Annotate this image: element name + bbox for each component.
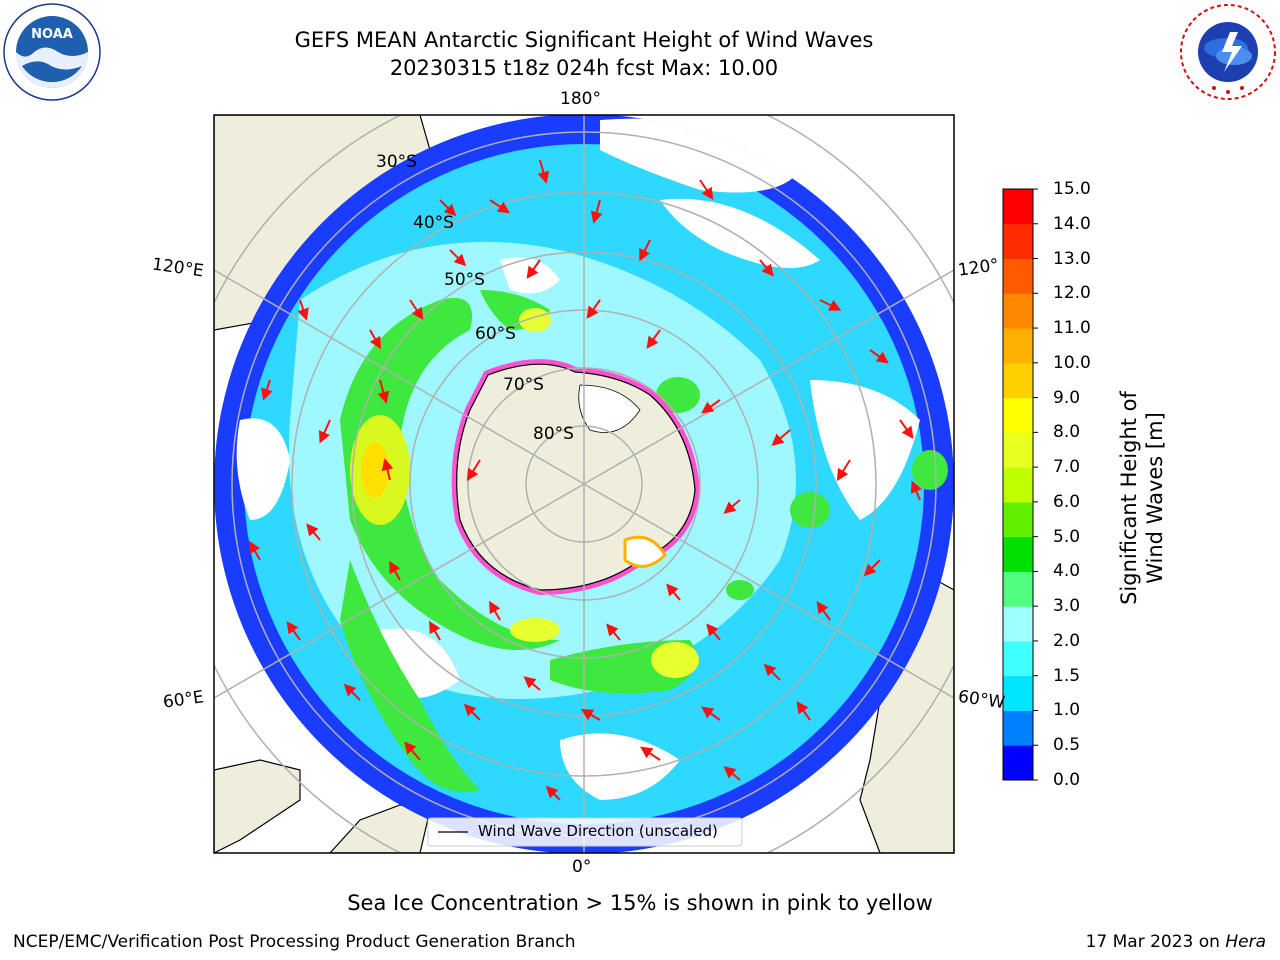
map-legend	[427, 817, 743, 847]
colorbar-swatch	[1003, 467, 1033, 503]
footer-right: 17 Mar 2023 on Hera	[1086, 932, 1266, 952]
noaa-logo: NOAA	[3, 3, 101, 101]
lat-label-60s: 60°S	[475, 324, 516, 344]
colorbar-tick-label: 13.0	[1053, 248, 1091, 269]
colorbar-swatch	[1003, 258, 1033, 294]
colorbar-tick-label: 3.0	[1053, 596, 1081, 617]
colorbar-swatch	[1003, 501, 1033, 538]
map-frame	[213, 114, 955, 854]
colorbar-tick-label: 5.0	[1053, 526, 1081, 547]
colorbar-swatch	[1003, 745, 1033, 781]
colorbar-swatch	[1003, 328, 1033, 364]
sea-ice-note: Sea Ice Concentration > 15% is shown in …	[347, 891, 933, 915]
antarctica	[451, 359, 701, 596]
colorbar-swatch	[1003, 640, 1033, 677]
colorbar-swatch	[1003, 223, 1033, 260]
colorbar-swatch	[1003, 362, 1033, 399]
colorbar-swatch	[1003, 536, 1033, 572]
graticule	[214, 115, 954, 853]
colorbar	[1003, 188, 1038, 781]
colorbar-tick-label: 2.0	[1053, 630, 1081, 651]
colorbar-tick-label: 0.0	[1053, 770, 1081, 790]
colorbar-tick-label: 4.0	[1053, 561, 1081, 582]
colorbar-swatch	[1003, 189, 1033, 225]
footer-host: Hera	[1225, 932, 1266, 952]
chart-title-line1: GEFS MEAN Antarctic Significant Height o…	[294, 28, 874, 52]
colorbar-swatch	[1003, 432, 1033, 468]
noaa-logo-text: NOAA	[31, 27, 73, 42]
colorbar-swatch	[1003, 397, 1033, 433]
colorbar-tick-label: 6.0	[1053, 491, 1081, 512]
lon-label-bottom: 0°	[572, 857, 592, 877]
colorbar-swatch	[1003, 293, 1033, 329]
lat-label-80s: 80°S	[533, 424, 574, 444]
colorbar-tick-label: 15.0	[1053, 179, 1091, 199]
colorbar-tick-label: 11.0	[1053, 318, 1091, 339]
colorbar-swatch	[1003, 606, 1033, 642]
colorbar-tick-label: 14.0	[1053, 213, 1091, 234]
wind-direction-arrows	[249, 159, 922, 801]
colorbar-label: Significant Height of Wind Waves [m]	[1117, 391, 1167, 605]
chart-title-line2: 20230315 t18z 024h fcst Max: 10.00	[389, 56, 779, 80]
colorbar-swatch	[1003, 710, 1033, 746]
nws-logo	[1180, 4, 1276, 100]
lon-label-top: 180°	[560, 89, 601, 109]
lat-label-40s: 40°S	[413, 213, 454, 233]
colorbar-swatch	[1003, 571, 1033, 607]
lat-label-70s: 70°S	[503, 375, 544, 395]
colorbar-tick-label: 1.0	[1053, 700, 1081, 721]
lat-label-50s: 50°S	[444, 270, 485, 290]
colorbar-tick-label: 9.0	[1053, 387, 1081, 408]
colorbar-tick-label: 10.0	[1053, 352, 1091, 373]
colorbar-tick-label: 0.5	[1053, 735, 1081, 756]
colorbar-tick-label: 12.0	[1053, 283, 1091, 304]
colorbar-frame	[1002, 188, 1034, 781]
colorbar-tick-label: 7.0	[1053, 457, 1081, 478]
footer-date: 17 Mar 2023 on	[1085, 932, 1226, 952]
map-area	[214, 115, 954, 853]
colorbar-tick-label: 1.5	[1053, 665, 1081, 686]
colorbar-tick-label: 8.0	[1053, 422, 1081, 443]
legend-label: Wind Wave Direction (unscaled)	[478, 822, 718, 840]
lat-label-30s: 30°S	[376, 152, 417, 172]
colorbar-swatch	[1003, 675, 1033, 711]
footer-left: NCEP/EMC/Verification Post Processing Pr…	[13, 932, 576, 952]
